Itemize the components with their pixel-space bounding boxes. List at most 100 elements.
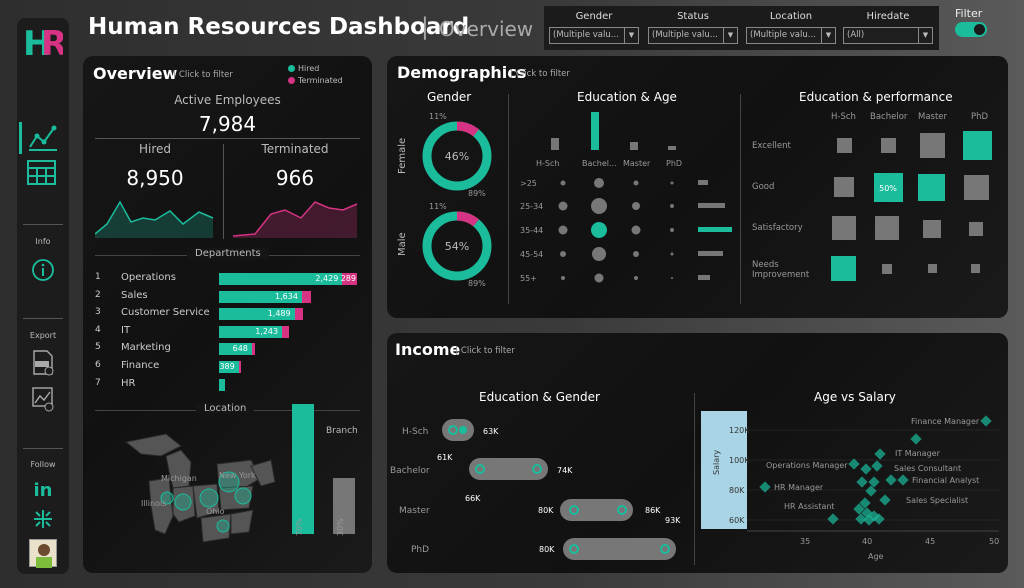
- info-label: Info: [35, 237, 51, 246]
- male-top-pct: 11%: [429, 202, 447, 211]
- click-hint-text: Click to filter: [460, 346, 515, 356]
- chevron-down-icon: ▼: [624, 28, 638, 43]
- legend-hired-dot: [288, 65, 295, 72]
- svg-text:Financial Analyst: Financial Analyst: [912, 476, 979, 485]
- edu-gender-dumbbell[interactable]: H-Sch Bachelor Master PhD 63K 61K 74K 66…: [387, 403, 692, 573]
- line-chart-icon[interactable]: [27, 122, 59, 152]
- chevron-down-icon: ▼: [821, 28, 835, 43]
- tableau-icon[interactable]: [32, 508, 54, 530]
- hq-pct: 70%: [295, 518, 304, 536]
- edu-age-chart[interactable]: H-Sch Bachel... Master PhD >25 25-34 35-…: [512, 106, 732, 306]
- branch-bar[interactable]: [333, 478, 355, 534]
- overview-click-hint[interactable]: | Click to filter: [173, 70, 233, 80]
- filter-toggle[interactable]: [955, 22, 987, 37]
- department-name: Marketing: [121, 342, 171, 354]
- edu-perf-matrix[interactable]: 50%: [817, 126, 1007, 286]
- department-row[interactable]: 7 HR: [83, 378, 372, 392]
- age-salary-scatter[interactable]: 120K 100K 80K 60K Salary 35 40 45 50 Age: [699, 403, 1004, 568]
- department-hired-bar[interactable]: 389: [219, 361, 239, 373]
- perf-col-label: H-Sch: [831, 112, 856, 122]
- department-row[interactable]: 5 Marketing 648: [83, 342, 372, 356]
- department-rank: 4: [95, 324, 101, 335]
- perf-row-label: Satisfactory: [752, 223, 803, 233]
- department-terminated-value: 289: [340, 274, 356, 283]
- svg-text:61K: 61K: [437, 453, 453, 462]
- hr-logo: H R: [23, 24, 63, 60]
- department-rank: 6: [95, 360, 101, 370]
- department-hired-bar[interactable]: 648: [219, 343, 252, 356]
- map-label: Illinois: [141, 499, 166, 508]
- svg-text:63K: 63K: [483, 427, 499, 436]
- filter-hiredate-select[interactable]: (All) ▼: [843, 27, 933, 44]
- male-donut[interactable]: 54%: [417, 206, 497, 286]
- department-row[interactable]: 1 Operations 2,429 289: [83, 272, 372, 286]
- department-hired-bar[interactable]: 1,489: [219, 308, 295, 321]
- department-row[interactable]: 4 IT 1,243: [83, 325, 372, 339]
- department-hired-value: 648: [232, 344, 248, 354]
- filter-status-select[interactable]: (Multiple valu... ▼: [648, 27, 738, 44]
- svg-text:Operations Manager: Operations Manager: [766, 461, 848, 470]
- filter-gender-select[interactable]: (Multiple valu... ▼: [549, 27, 639, 44]
- pdf-export-icon[interactable]: [31, 350, 55, 376]
- filter-status-value: (Multiple valu...: [652, 30, 718, 40]
- department-terminated-bar[interactable]: [294, 308, 303, 321]
- svg-text:93K: 93K: [665, 516, 681, 525]
- department-terminated-bar[interactable]: 289: [340, 273, 357, 285]
- map-label: Michigan: [161, 474, 197, 483]
- department-row[interactable]: 3 Customer Service 1,489: [83, 307, 372, 321]
- perf-row-label: Needs Improvement: [752, 260, 810, 280]
- info-icon[interactable]: [31, 258, 55, 282]
- department-terminated-bar[interactable]: [301, 290, 311, 303]
- department-row[interactable]: 2 Sales 1,634: [83, 290, 372, 304]
- department-terminated-bar[interactable]: [251, 343, 256, 356]
- svg-text:40: 40: [862, 537, 872, 546]
- svg-text:Salary: Salary: [712, 450, 721, 475]
- map-label: New York: [219, 471, 256, 480]
- svg-text:55+: 55+: [520, 274, 537, 283]
- svg-text:HR Manager: HR Manager: [774, 483, 824, 492]
- hq-bar[interactable]: [292, 404, 314, 534]
- department-name: Finance: [121, 360, 160, 371]
- department-rank: 5: [95, 342, 101, 353]
- avatar[interactable]: [29, 539, 57, 568]
- filter-bar: Gender (Multiple valu... ▼ Status (Multip…: [544, 6, 939, 50]
- page-subtitle: Overview: [439, 17, 534, 41]
- filter-status-label: Status: [677, 11, 709, 22]
- filter-location-select[interactable]: (Multiple valu... ▼: [746, 27, 836, 44]
- location-map[interactable]: Michigan New York Illinois Ohio: [121, 426, 281, 556]
- svg-text:H: H: [23, 24, 51, 60]
- demographics-click-hint[interactable]: | Click to filter: [510, 69, 570, 79]
- male-label: Male: [397, 232, 408, 256]
- image-export-icon[interactable]: [31, 386, 55, 412]
- toggle-knob: [974, 24, 985, 35]
- department-name: Sales: [121, 289, 148, 301]
- department-terminated-bar[interactable]: [282, 325, 289, 338]
- svg-text:86K: 86K: [645, 506, 661, 515]
- overview-title: Overview: [93, 64, 178, 83]
- divider: [23, 448, 63, 449]
- linkedin-icon[interactable]: in: [33, 480, 53, 501]
- department-hired-bar[interactable]: 1,243: [219, 325, 283, 338]
- department-rank: 7: [95, 377, 101, 388]
- female-donut[interactable]: 46%: [417, 116, 497, 196]
- department-name: Customer Service: [121, 307, 210, 319]
- svg-text:120K: 120K: [729, 426, 750, 435]
- department-row[interactable]: 6 Finance 389: [83, 360, 372, 374]
- income-click-hint[interactable]: | Click to filter: [455, 346, 515, 356]
- department-hired-bar[interactable]: 2,429: [219, 273, 343, 285]
- legend-terminated-label: Terminated: [298, 76, 343, 85]
- svg-text:Sales Specialist: Sales Specialist: [906, 496, 968, 505]
- department-hired-bar[interactable]: [219, 378, 226, 391]
- svg-text:50: 50: [989, 537, 999, 546]
- terminated-value: 966: [275, 166, 315, 190]
- perf-col-label: PhD: [971, 112, 989, 122]
- demographics-panel: Demographics | Click to filter Gender Fe…: [387, 56, 1008, 318]
- svg-text:45-54: 45-54: [520, 250, 543, 259]
- department-hired-bar[interactable]: 1,634: [219, 290, 302, 303]
- department-hired-value: 1,243: [255, 326, 279, 336]
- department-name: HR: [121, 377, 136, 389]
- department-terminated-bar[interactable]: [238, 361, 241, 373]
- department-rank: 3: [95, 307, 101, 318]
- table-icon[interactable]: [27, 160, 57, 186]
- terminated-trend-sparkline: [233, 201, 358, 238]
